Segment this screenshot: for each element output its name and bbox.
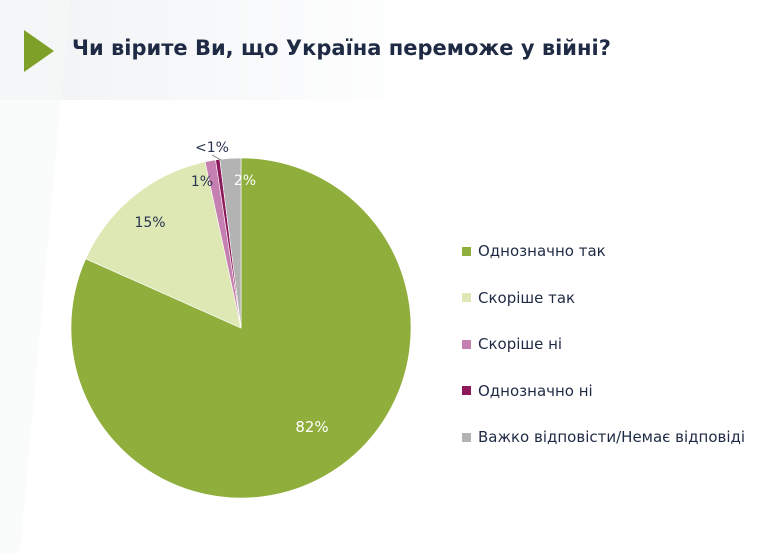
chart-legend: Однозначно так Скоріше так Скоріше ні Одноз… <box>462 240 782 473</box>
legend-swatch <box>462 386 471 395</box>
legend-swatch <box>462 246 471 256</box>
legend-item: Однозначно так <box>462 240 782 262</box>
slice-label: 15% <box>134 215 165 231</box>
header-arrow-icon <box>24 30 54 72</box>
label-leader-line <box>211 154 222 161</box>
slice-label: <1% <box>195 140 229 156</box>
legend-item: Однозначно ні <box>462 380 782 402</box>
slice-label: 1% <box>191 174 213 190</box>
legend-label: Скоріше ні <box>478 335 563 353</box>
legend-item: Важко відповісти/Немає відповіді <box>462 426 782 448</box>
slice-label: 82% <box>295 418 328 436</box>
legend-swatch <box>462 293 471 302</box>
legend-item: Скоріше ні <box>462 333 782 355</box>
slice-label: 2% <box>234 173 256 189</box>
page-title: Чи вірите Ви, що Україна переможе у війн… <box>72 36 611 60</box>
legend-label: Однозначно так <box>478 242 606 260</box>
legend-label: Однозначно ні <box>478 381 593 400</box>
legend-label: Важко відповісти/Немає відповіді <box>478 428 746 446</box>
legend-item: Скоріше так <box>462 287 782 309</box>
pie-slice <box>85 161 242 329</box>
legend-label: Скоріше так <box>478 288 576 307</box>
legend-swatch <box>462 339 471 349</box>
legend-swatch <box>462 432 471 442</box>
